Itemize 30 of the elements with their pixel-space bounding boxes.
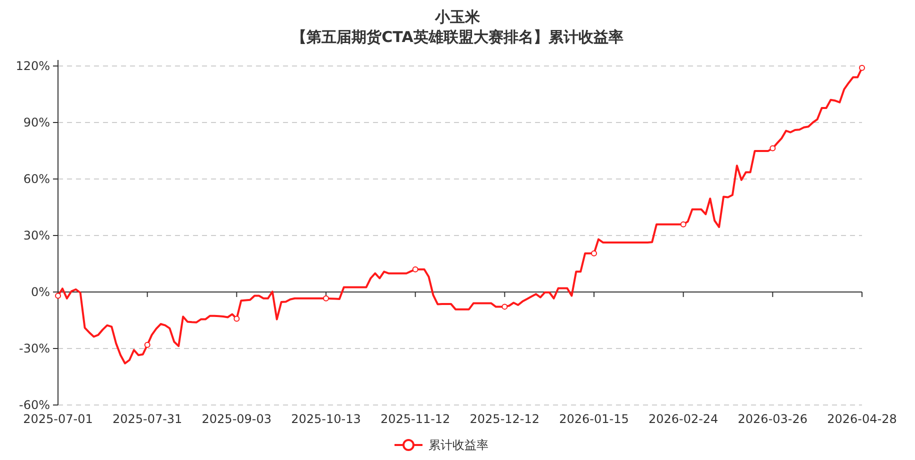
x-tick-label: 2026-03-26 <box>738 412 808 426</box>
point <box>591 250 597 256</box>
y-tick-label: 90% <box>23 116 50 130</box>
y-tick-label: 60% <box>23 172 50 186</box>
point <box>680 221 686 228</box>
point <box>412 266 418 272</box>
point <box>859 64 865 71</box>
y-tick-label: 0% <box>30 285 50 299</box>
x-tick-label: 2026-04-28 <box>827 412 897 426</box>
y-tick-label: 120% <box>16 59 50 73</box>
chart-title: 小玉米 <box>434 8 481 26</box>
x-tick-label: 2025-10-13 <box>291 412 361 426</box>
point <box>502 304 508 310</box>
point <box>55 292 61 299</box>
legend-label: 累计收益率 <box>428 438 488 452</box>
y-tick-label: 30% <box>23 228 50 242</box>
point <box>323 295 329 302</box>
x-tick-label: 2025-11-12 <box>380 412 450 426</box>
y-tick-label: -60% <box>18 398 50 412</box>
x-tick-label: 2025-07-01 <box>23 412 93 426</box>
x-tick-label: 2025-12-12 <box>470 412 540 426</box>
point <box>144 342 150 348</box>
x-tick-label: 2025-07-31 <box>112 412 182 426</box>
y-tick-label: -30% <box>18 342 50 356</box>
x-tick-label: 2025-09-03 <box>202 412 272 426</box>
point <box>234 316 240 322</box>
x-tick-label: 2026-02-24 <box>648 412 718 426</box>
x-tick-label: 2026-01-15 <box>559 412 629 426</box>
point <box>770 145 776 152</box>
chart-subtitle: 【第五届期货CTA英雄联盟大赛排名】累计收益率 <box>292 28 624 46</box>
